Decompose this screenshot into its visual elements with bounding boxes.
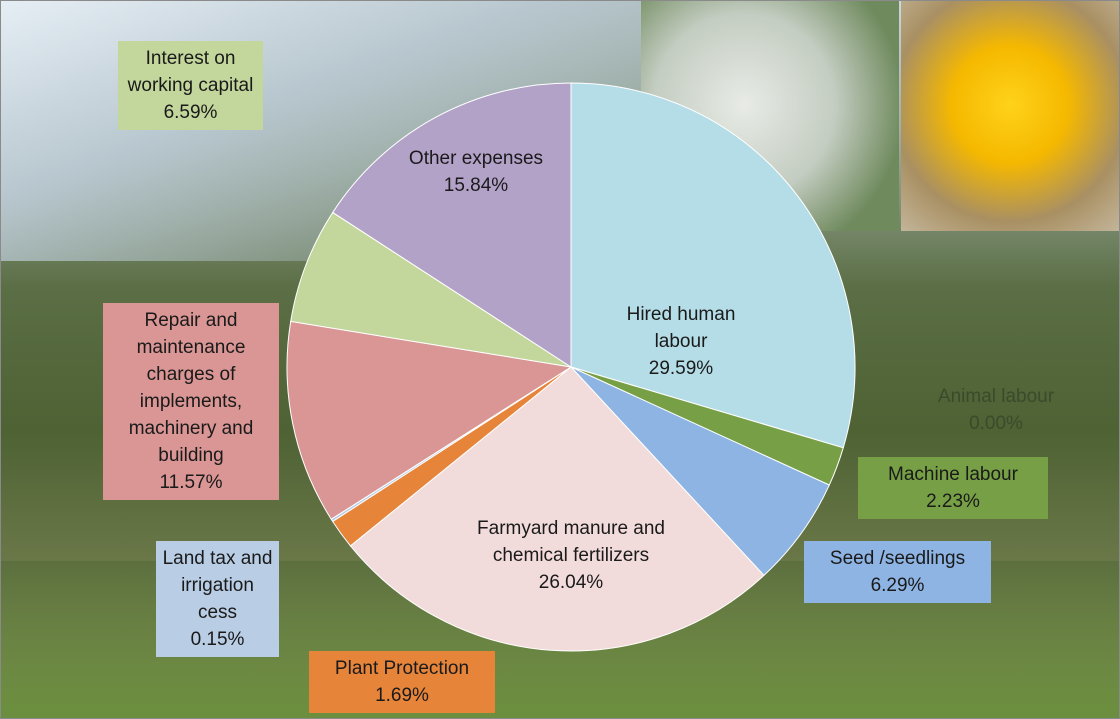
data-label: Other expenses 15.84% [381,141,571,203]
category-name: Machine labour [888,464,1018,485]
pie-slice [286,320,573,520]
value-label: 0.15% [190,629,245,650]
data-label: Land tax and irrigation cess 0.15% [156,541,279,657]
value-label: 15.84% [443,175,509,196]
data-label: Plant Protection 1.69% [309,651,495,713]
pie-slice [290,211,572,368]
category-name: Hired human labour [626,304,736,352]
category-name: Repair and maintenance charges of implem… [128,310,254,466]
pie-slice [570,82,856,449]
pie-slice [349,366,765,652]
category-name: Plant Protection [334,658,470,679]
data-label: Seed /seedlings 6.29% [804,541,991,603]
data-label: Farmyard manure and chemical fertilizers… [441,511,701,600]
value-label: 26.04% [538,572,604,593]
value-label: 11.57% [159,472,223,493]
category-name: Animal labour [937,386,1055,407]
category-name: Farmyard manure and chemical fertilizers [477,518,665,566]
pie-slice [332,82,572,368]
background-photo [901,1,1119,231]
value-label: 6.29% [870,575,925,596]
category-name: Land tax and irrigation cess [162,548,273,623]
data-label: Animal labour 0.00% [921,379,1071,441]
value-label: 6.59% [163,102,218,123]
value-label: 29.59% [648,358,714,379]
value-label: 0.00% [969,413,1023,434]
data-label: Repair and maintenance charges of implem… [103,303,279,500]
category-name: Other expenses [408,148,544,169]
value-label: 1.69% [375,685,429,706]
value-label: 2.23% [926,491,980,512]
data-label: Hired human labour 29.59% [611,297,751,386]
category-name: Interest on working capital [127,48,254,96]
category-name: Seed /seedlings [829,548,966,569]
data-label: Machine labour 2.23% [858,457,1048,519]
data-label: Interest on working capital 6.59% [118,41,263,130]
